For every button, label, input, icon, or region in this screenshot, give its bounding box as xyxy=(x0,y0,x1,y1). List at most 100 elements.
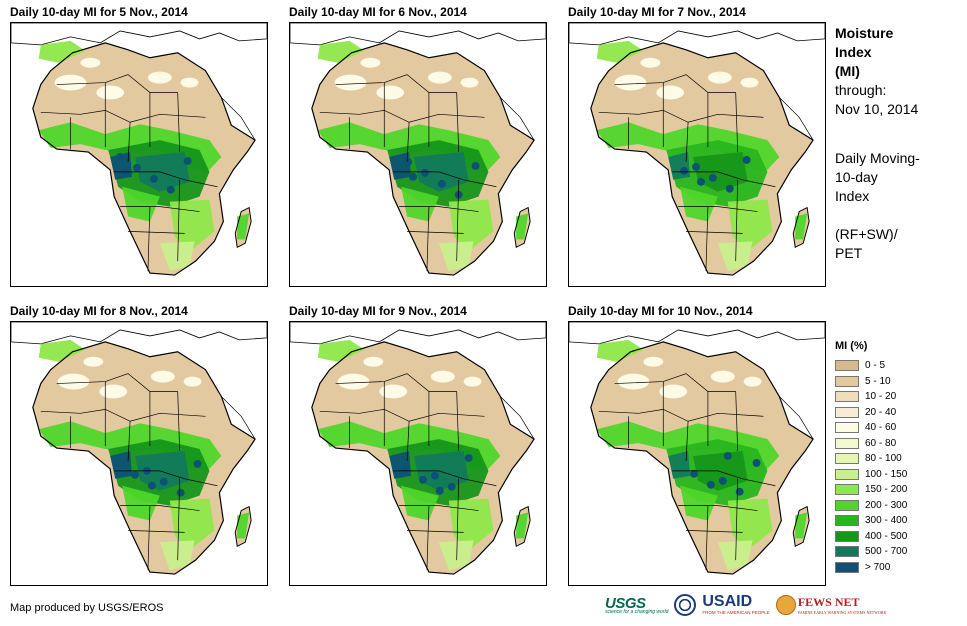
dry-patch xyxy=(656,85,685,100)
usgs-logo[interactable]: USGS science for a changing world xyxy=(605,595,668,615)
map-panel-3[interactable] xyxy=(568,22,826,287)
moisture-zone xyxy=(317,339,365,362)
high-moisture-spot xyxy=(183,156,192,165)
dry-patch xyxy=(463,376,482,387)
high-moisture-spot xyxy=(708,173,717,182)
country-border xyxy=(56,373,178,392)
dry-patch xyxy=(147,71,172,84)
country-border xyxy=(598,109,764,123)
moisture-zone xyxy=(159,540,195,571)
legend-item: 300 - 400 xyxy=(835,513,907,529)
moisture-zone xyxy=(516,213,529,240)
legend-label: 5 - 10 xyxy=(865,375,891,387)
legend-item: 20 - 40 xyxy=(835,405,907,421)
usgs-logo-text: USGS xyxy=(605,595,646,612)
panel-title-4: Daily 10-day MI for 8 Nov., 2014 xyxy=(10,304,188,318)
usaid-logo-text: USAID xyxy=(702,593,753,610)
moisture-zone xyxy=(596,339,644,362)
high-moisture-spot xyxy=(697,177,705,186)
usaid-tagline: FROM THE AMERICAN PEOPLE xyxy=(702,610,770,615)
map-description: Moisture Index (MI) through: Nov 10, 201… xyxy=(835,24,960,263)
logo-bar: USGS science for a changing world USAID … xyxy=(605,594,886,616)
red-sea-outline xyxy=(500,396,535,440)
moisture-zone xyxy=(693,152,748,192)
country-border xyxy=(614,373,736,392)
country-border xyxy=(128,231,185,234)
africa-map-6 xyxy=(569,322,825,575)
red-sea-outline xyxy=(221,396,256,440)
country-border xyxy=(40,109,206,123)
high-moisture-spot xyxy=(420,168,429,177)
map-panel-4[interactable] xyxy=(10,321,268,586)
high-moisture-spot xyxy=(409,172,418,181)
red-sea-outline xyxy=(500,97,535,141)
dry-patch xyxy=(643,356,664,367)
moisture-zone xyxy=(448,498,494,551)
country-border xyxy=(705,206,709,272)
legend-item: 10 - 20 xyxy=(835,389,907,405)
country-border xyxy=(335,74,457,93)
legend-label: 500 - 700 xyxy=(865,546,908,558)
africa-map-5 xyxy=(290,322,546,575)
fews-net-logo[interactable]: FEWS NET FAMINE EARLY WARNING SYSTEMS NE… xyxy=(775,595,886,615)
country-border xyxy=(114,470,218,487)
dry-patch xyxy=(710,370,735,383)
usaid-logo[interactable]: USAID FROM THE AMERICAN PEOPLE xyxy=(702,594,769,616)
europe-outline xyxy=(290,23,546,46)
country-border xyxy=(114,171,218,188)
legend-title: MI (%) xyxy=(835,340,868,352)
dry-patch xyxy=(427,71,452,84)
legend-label: 300 - 400 xyxy=(865,515,908,527)
country-border xyxy=(56,74,178,93)
moisture-zone xyxy=(680,485,718,521)
africa-map-3 xyxy=(569,23,825,276)
high-moisture-spot xyxy=(147,481,156,490)
dry-patch xyxy=(460,77,479,88)
high-moisture-spot xyxy=(418,475,427,484)
dry-patch xyxy=(334,74,367,91)
high-moisture-spot xyxy=(725,184,734,193)
legend-swatch xyxy=(835,515,859,527)
coastline xyxy=(311,42,535,276)
fews-logo-text: FEWS NET xyxy=(797,595,860,609)
index-title-line1: Moisture xyxy=(835,25,894,41)
high-moisture-spot xyxy=(690,469,698,478)
desc-line3: Index xyxy=(835,188,870,204)
legend-label: 400 - 500 xyxy=(865,530,908,542)
country-border xyxy=(685,421,689,461)
moisture-zone xyxy=(135,152,190,192)
high-moisture-spot xyxy=(131,470,139,479)
country-border xyxy=(335,373,457,392)
legend-label: 20 - 40 xyxy=(865,406,897,418)
legend-item: 150 - 200 xyxy=(835,482,907,498)
africa-map-4 xyxy=(11,322,267,575)
country-border xyxy=(598,408,764,422)
country-border xyxy=(705,505,709,571)
high-moisture-spot xyxy=(159,477,168,486)
dry-patch xyxy=(617,373,650,390)
country-border xyxy=(406,122,410,162)
legend-swatch xyxy=(835,484,859,496)
coastline xyxy=(311,341,535,575)
panel-title-6: Daily 10-day MI for 10 Nov., 2014 xyxy=(568,304,753,318)
high-moisture-spot xyxy=(464,453,473,462)
coastline xyxy=(32,341,256,575)
panel-title-1: Daily 10-day MI for 5 Nov., 2014 xyxy=(10,5,188,19)
high-moisture-spot xyxy=(471,161,480,170)
country-border xyxy=(456,92,460,153)
index-title-line2: Index xyxy=(835,44,872,60)
map-panel-2[interactable] xyxy=(289,22,547,287)
country-border xyxy=(393,171,497,188)
dry-patch xyxy=(363,356,384,367)
country-border xyxy=(456,179,460,262)
moisture-zone xyxy=(110,451,133,479)
country-border xyxy=(426,505,430,571)
moisture-zone xyxy=(795,512,808,539)
map-panel-6[interactable] xyxy=(568,321,826,586)
moisture-zone xyxy=(680,186,718,222)
map-panel-1[interactable] xyxy=(10,22,268,287)
high-moisture-spot xyxy=(723,452,732,460)
moisture-zone xyxy=(414,451,469,491)
map-panel-5[interactable] xyxy=(289,321,547,586)
moisture-zone xyxy=(668,451,691,479)
